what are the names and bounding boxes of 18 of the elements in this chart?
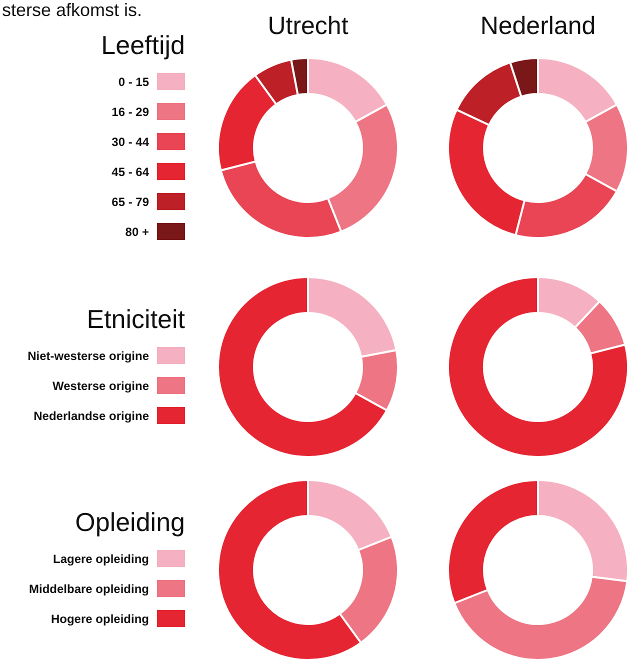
legend-label: Westerse origine (52, 378, 149, 392)
legend-label: Niet-westerse origine (28, 348, 149, 362)
legend-title: Etniciteit (86, 304, 185, 334)
legend-label: Middelbare opleiding (28, 582, 149, 596)
legend-label: Nederlandse origine (34, 408, 149, 422)
legend-label: 0 - 15 (118, 74, 149, 88)
text: sterse afkomst is. (2, 0, 142, 21)
legend-label: 16 - 29 (112, 104, 149, 118)
legend-label: Hogere opleiding (50, 612, 149, 626)
legend-label: 80 + (125, 224, 149, 238)
legend-title: Opleiding (74, 506, 185, 538)
slice-label: Utrecht (266, 12, 350, 41)
legend-title: Leeftijd (100, 30, 185, 60)
legend-label: 30 - 44 (112, 134, 149, 148)
legend-label: Lagere opleiding (52, 552, 149, 566)
legend-label: 65 - 79 (112, 194, 149, 208)
slice-label: Nederland (479, 12, 597, 41)
legend-label: 45 - 64 (112, 164, 149, 178)
